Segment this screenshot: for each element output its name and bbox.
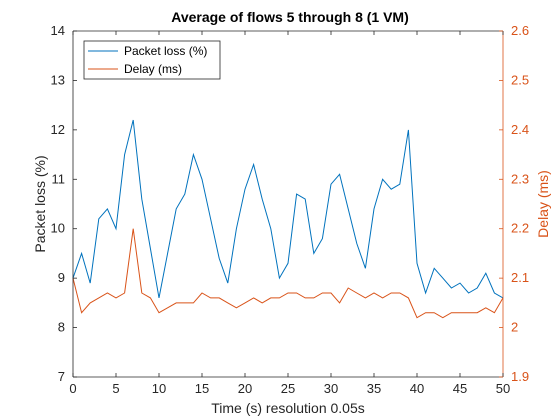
y-tick-label-left: 10 [51, 221, 65, 236]
y-tick-label-right: 2.2 [511, 221, 529, 236]
y-tick-label-left: 13 [51, 72, 65, 87]
x-tick-label: 0 [69, 381, 76, 396]
y-axis-left-label: Packet loss (%) [32, 155, 48, 252]
legend-label-packet-loss: Packet loss (%) [124, 44, 207, 58]
series-line-packet-loss [72, 119, 504, 299]
y-tick-label-left: 14 [51, 23, 65, 38]
chart-title: Average of flows 5 through 8 (1 VM) [171, 9, 409, 25]
legend-label-delay: Delay (ms) [124, 62, 182, 76]
x-tick-label: 30 [324, 381, 338, 396]
series-line-delay [72, 228, 504, 319]
y-tick-label-right: 1.9 [511, 369, 529, 384]
y-axis-right-label: Delay (ms) [535, 170, 551, 238]
plot-area [73, 31, 503, 377]
y-tick-label-left: 8 [58, 320, 65, 335]
y-tick-label-right: 2.3 [511, 171, 529, 186]
x-tick-label: 25 [281, 381, 295, 396]
y-tick-label-left: 12 [51, 122, 65, 137]
x-tick-label: 20 [238, 381, 252, 396]
legend: Packet loss (%) Delay (ms) [83, 40, 221, 80]
x-tick-label: 40 [410, 381, 424, 396]
x-tick-label: 10 [152, 381, 166, 396]
y-tick-label-right: 2.1 [511, 270, 529, 285]
x-tick-label: 15 [195, 381, 209, 396]
x-tick-label: 35 [367, 381, 381, 396]
y-tick-label-left: 7 [58, 369, 65, 384]
y-tick-label-left: 9 [58, 270, 65, 285]
legend-box [83, 40, 221, 80]
x-tick-label: 45 [453, 381, 467, 396]
x-tick-label: 50 [496, 381, 510, 396]
axes-layer: 0 5 10 15 20 25 30 35 40 45 50 7 8 9 10 11 12 13 14 1.9 2 2.1… [51, 23, 530, 396]
y-tick-label-right: 2.6 [511, 23, 529, 38]
y-tick-label-right: 2 [511, 320, 518, 335]
series-layer [72, 119, 504, 319]
x-axis-label: Time (s) resolution 0.05s [211, 400, 365, 416]
y-tick-label-left: 11 [52, 171, 66, 186]
x-tick-label: 5 [112, 381, 119, 396]
y-tick-label-right: 2.5 [511, 72, 529, 87]
y-tick-label-right: 2.4 [511, 122, 529, 137]
